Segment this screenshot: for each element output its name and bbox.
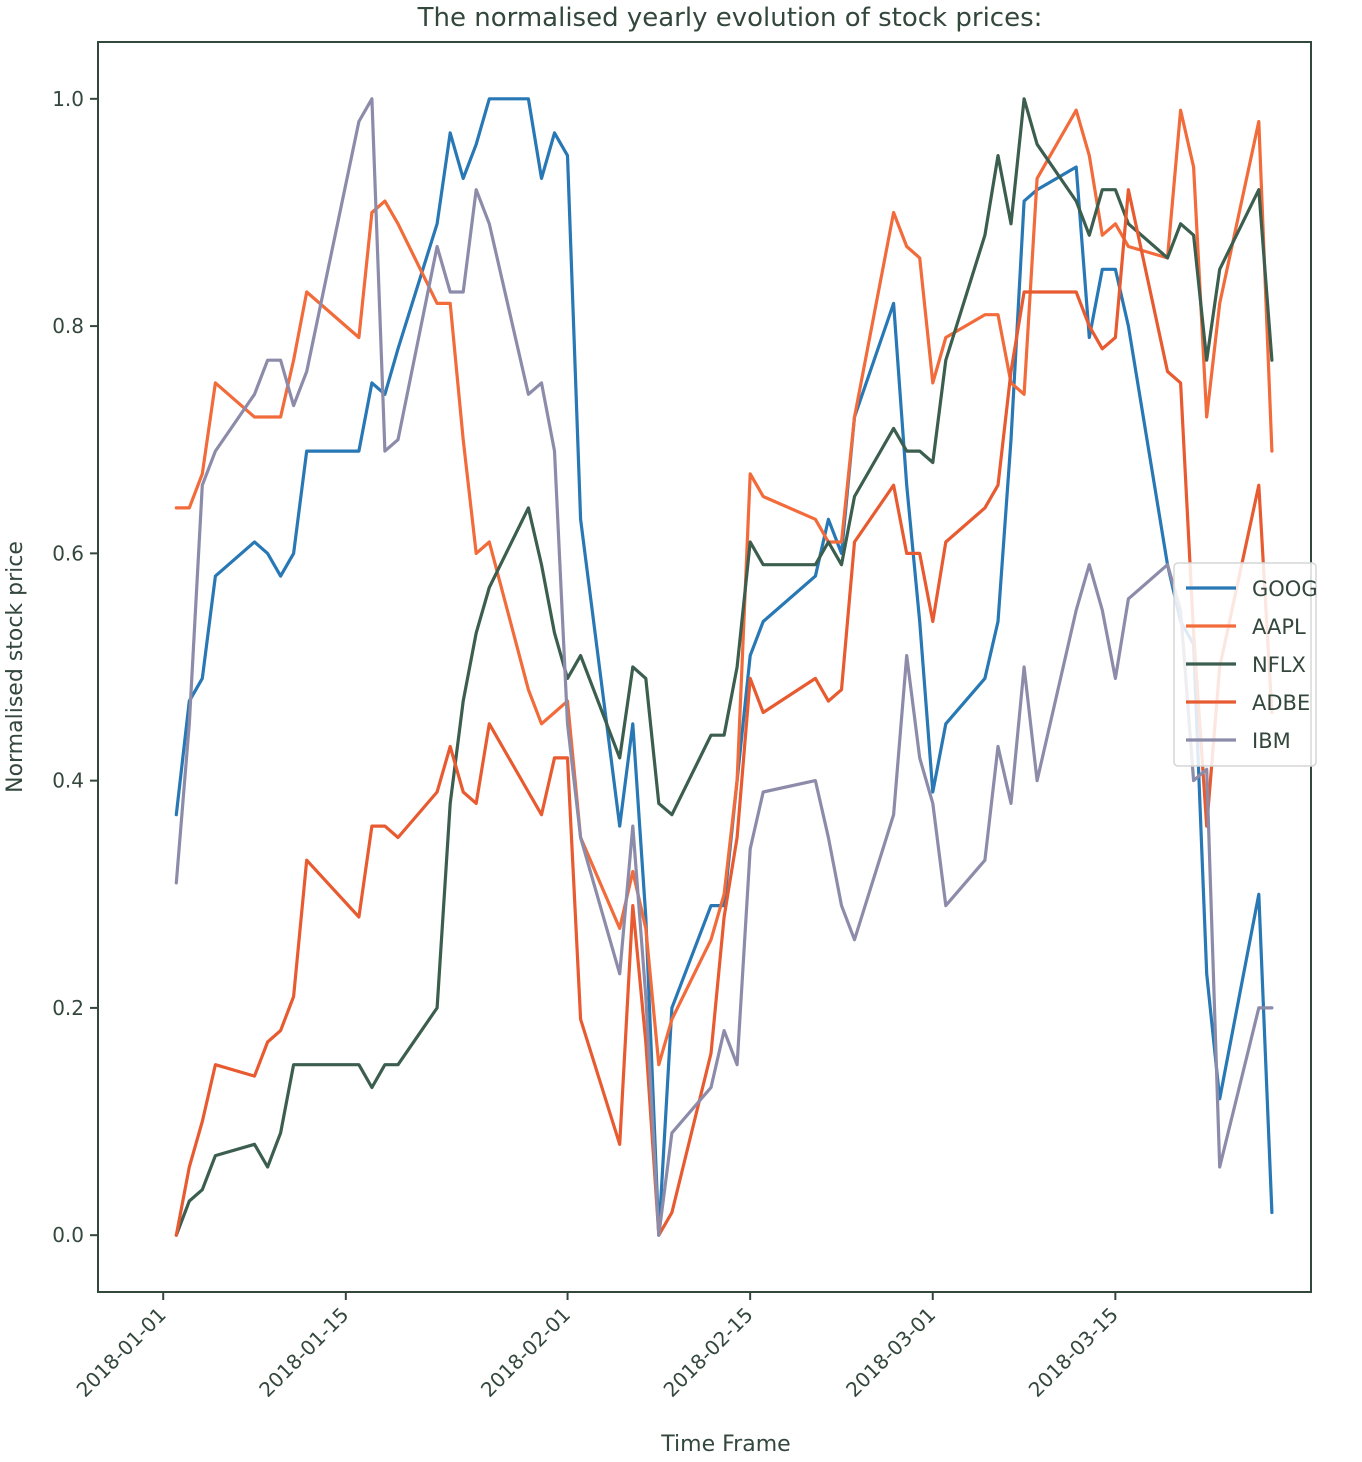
y-tick-label: 0.4: [52, 769, 84, 793]
chart-title: The normalised yearly evolution of stock…: [417, 3, 1043, 33]
legend: GOOG AAPL NFLX ADBE IBM: [1173, 562, 1318, 767]
legend-label-adbe: ADBE: [1252, 691, 1310, 715]
y-tick-label: 0.0: [52, 1223, 84, 1247]
x-axis: 2018-01-01 2018-01-15 2018-02-01 2018-02-15…: [72, 1292, 1123, 1402]
y-axis: 0.0 0.2 0.4 0.6 0.8 1.0: [52, 87, 98, 1247]
x-tick-label: 2018-02-15: [659, 1303, 758, 1402]
series-line-goog: [174, 97, 1274, 1237]
x-axis-label: Time Frame: [660, 1432, 790, 1457]
y-tick-label: 0.8: [52, 314, 84, 338]
y-tick-label: 0.2: [52, 996, 84, 1020]
x-tick-label: 2018-01-15: [254, 1303, 353, 1402]
y-tick-label: 1.0: [52, 87, 84, 111]
y-tick-label: 0.6: [52, 541, 84, 565]
x-tick-label: 2018-03-01: [841, 1303, 940, 1402]
legend-label-ibm: IBM: [1252, 729, 1291, 753]
x-tick-label: 2018-01-01: [72, 1303, 171, 1402]
legend-label-goog: GOOG: [1252, 577, 1318, 601]
legend-label-aapl: AAPL: [1252, 615, 1306, 639]
x-tick-label: 2018-02-01: [476, 1303, 575, 1402]
y-axis-label: Normalised stock price: [3, 541, 28, 793]
series-group: [174, 97, 1274, 1237]
series-line-nflx: [174, 97, 1274, 1237]
series-line-ibm: [174, 97, 1274, 1237]
plot-frame: [97, 41, 1312, 1293]
x-tick-label: 2018-03-15: [1024, 1303, 1123, 1402]
series-line-adbe: [174, 188, 1274, 1237]
legend-box: [1173, 562, 1317, 767]
legend-label-nflx: NFLX: [1252, 653, 1306, 677]
series-line-aapl: [174, 108, 1274, 1067]
